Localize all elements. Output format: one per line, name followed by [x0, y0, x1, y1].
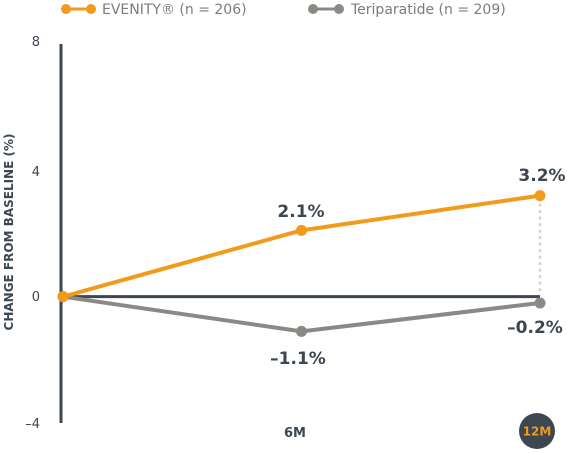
legend-marker-teriparatide — [308, 4, 318, 14]
y-tick-label-4: 4 — [32, 165, 40, 180]
data-label-evenity-12m: 3.2% — [518, 166, 565, 186]
legend-label-evenity: EVENITY® (n = 206) — [102, 2, 247, 18]
legend-marker-teriparatide-end — [334, 4, 344, 14]
data-label-evenity-6m: 2.1% — [277, 202, 324, 222]
point-evenity-12m — [534, 190, 546, 202]
x-tick-label-6m: 6M — [284, 426, 306, 441]
legend-item-teriparatide: Teriparatide (n = 209) — [308, 2, 506, 18]
y-tick-label-neg4: –4 — [25, 417, 40, 432]
x-tick-label-12m: 12M — [523, 425, 552, 439]
y-tick-label-0: 0 — [32, 290, 40, 305]
data-label-teriparatide-12m: –0.2% — [507, 318, 563, 338]
y-axis — [59, 44, 70, 423]
legend-marker-evenity-end — [86, 4, 96, 14]
legend-label-teriparatide: Teriparatide (n = 209) — [350, 2, 506, 18]
y-tick-label-8: 8 — [32, 35, 40, 50]
y-axis-title: CHANGE FROM BASELINE (%) — [2, 134, 16, 331]
point-evenity-baseline — [57, 291, 69, 303]
data-label-teriparatide-6m: –1.1% — [270, 349, 326, 369]
point-evenity-6m — [296, 224, 307, 236]
legend: EVENITY® (n = 206) Teriparatide (n = 209… — [61, 2, 506, 18]
x-tick-badge-12m: 12M — [519, 413, 555, 449]
point-teriparatide-6m — [296, 325, 307, 337]
legend-marker-evenity — [61, 4, 71, 14]
legend-item-evenity: EVENITY® (n = 206) — [61, 2, 247, 18]
x-tick-badge-circle — [519, 413, 555, 449]
point-teriparatide-12m — [534, 297, 546, 309]
